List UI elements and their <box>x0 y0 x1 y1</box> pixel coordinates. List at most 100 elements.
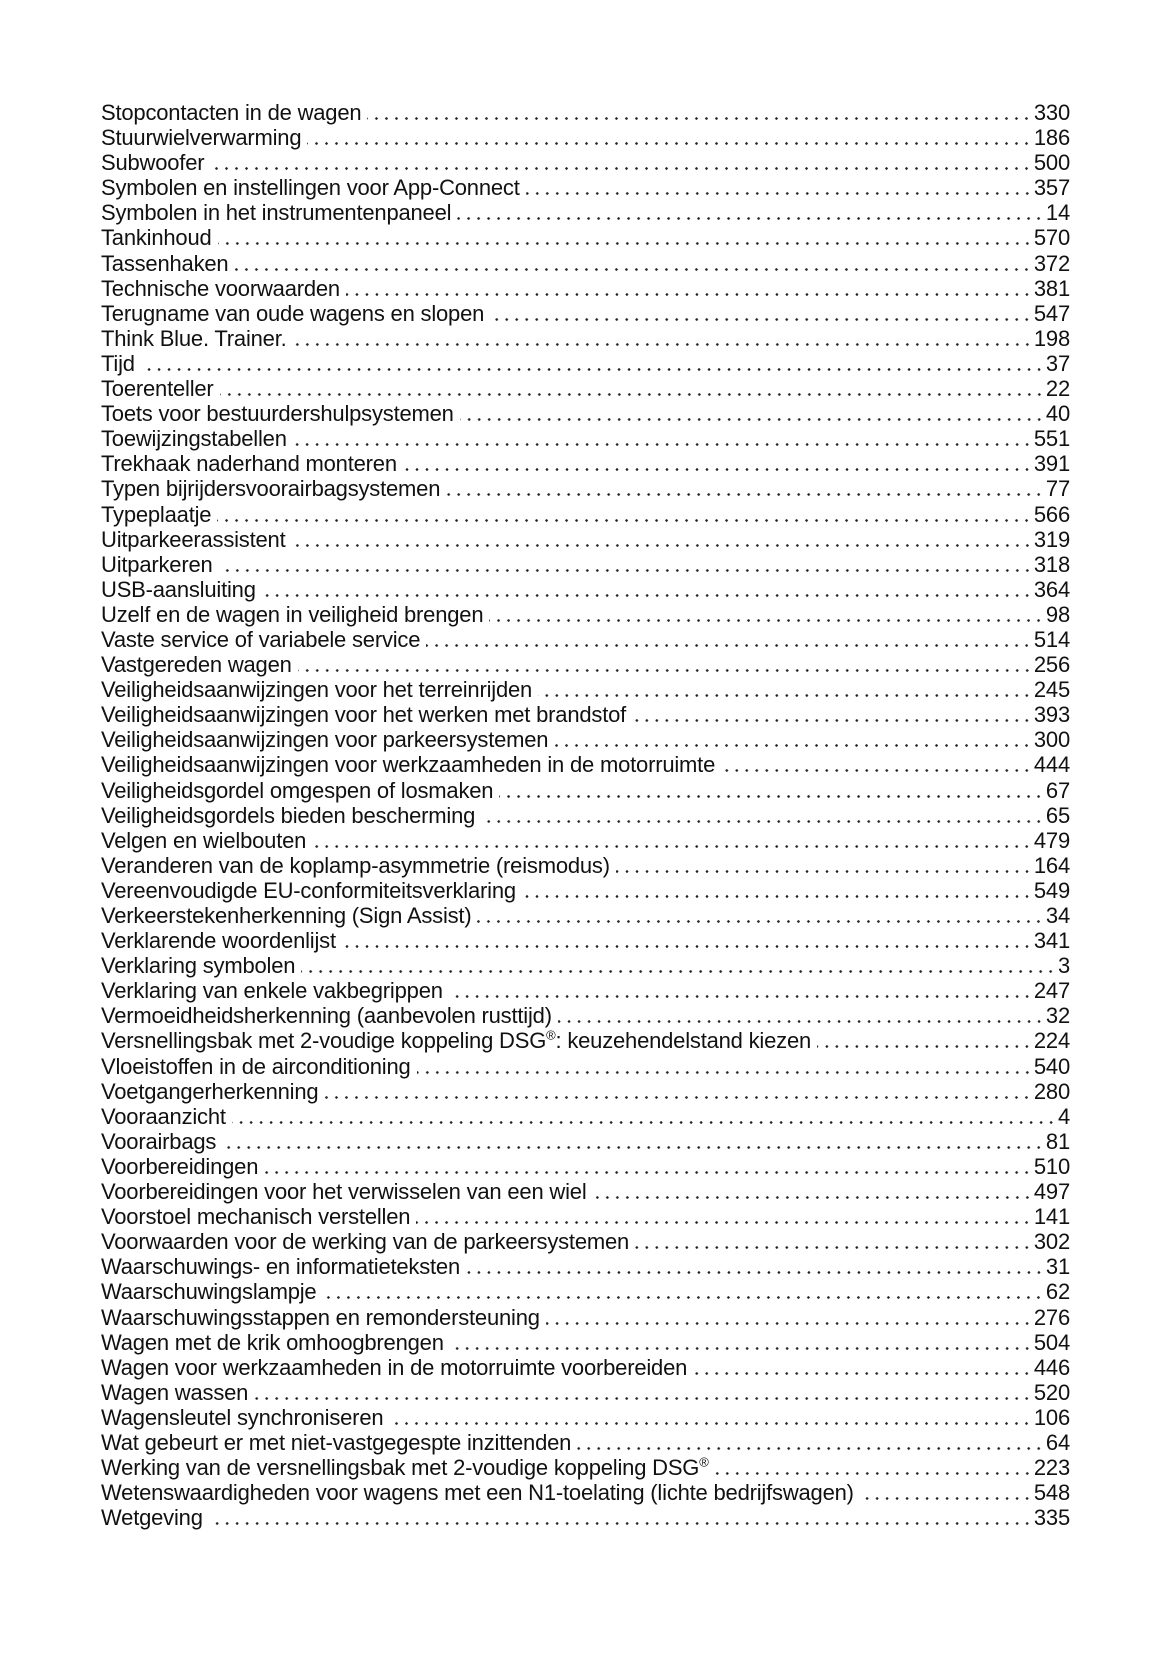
index-entry: Stopcontacten in de wagen 330 <box>101 100 1070 125</box>
index-entry: Voorbereidingen 510 <box>101 1154 1070 1179</box>
dot-leader <box>446 493 1044 497</box>
entry-title: Werking van de versnellingsbak met 2-vou… <box>101 1454 709 1481</box>
index-entry: Uitparkeren 318 <box>101 552 1070 577</box>
entry-title: Wagen voor werkzaamheden in de motorruim… <box>101 1354 688 1380</box>
index-entry: Tankinhoud 570 <box>101 225 1070 250</box>
dot-leader <box>466 1271 1044 1275</box>
dot-leader <box>222 1145 1044 1149</box>
index-list: Stopcontacten in de wagen 330 Stuurwielver… <box>101 100 1070 1530</box>
dot-leader <box>499 794 1044 798</box>
index-entry: Voorstoel mechanisch verstellen 141 <box>101 1204 1070 1229</box>
dot-leader <box>210 167 1032 171</box>
entry-page-number: 3 <box>1057 953 1070 979</box>
entry-page-number: 372 <box>1033 250 1070 276</box>
entry-page-number: 504 <box>1033 1329 1070 1355</box>
dot-leader <box>254 1396 1032 1400</box>
dot-leader <box>217 242 1032 246</box>
entry-page-number: 497 <box>1033 1179 1070 1205</box>
entry-title: Vaste service of variabele service <box>101 626 421 652</box>
index-entry: Wagen voor werkzaamheden in de motorruim… <box>101 1355 1070 1380</box>
entry-title: Stuurwielverwarming <box>101 125 302 151</box>
entry-page-number: 106 <box>1033 1404 1070 1430</box>
index-entry: Veiligheidsgordel omgespen of losmaken 67 <box>101 778 1070 803</box>
entry-page-number: 540 <box>1033 1053 1070 1079</box>
entry-title: Wetgeving <box>101 1505 203 1531</box>
entry-page-number: 77 <box>1045 476 1070 502</box>
entry-title: Symbolen in het instrumentenpaneel <box>101 200 452 226</box>
entry-title: Technische voorwaarden <box>101 275 340 301</box>
entry-page-number: 391 <box>1033 451 1070 477</box>
entry-page-number: 318 <box>1033 551 1070 577</box>
entry-title: Toets voor bestuurdershulpsystemen <box>101 401 454 427</box>
entry-title: Terugname van oude wagens en slopen <box>101 300 485 326</box>
entry-page-number: 548 <box>1033 1480 1070 1506</box>
entry-title: Uzelf en de wagen in veiligheid brengen <box>101 601 484 627</box>
entry-page-number: 164 <box>1033 852 1070 878</box>
index-entry: Stuurwielverwarming 186 <box>101 125 1070 150</box>
entry-page-number: 224 <box>1033 1028 1070 1054</box>
entry-page-number: 446 <box>1033 1354 1070 1380</box>
entry-title: Think Blue. Trainer. <box>101 325 287 351</box>
entry-page-number: 319 <box>1033 526 1070 552</box>
entry-page-number: 335 <box>1033 1505 1070 1531</box>
dot-leader <box>402 468 1032 472</box>
index-entry: Subwoofer 500 <box>101 150 1070 175</box>
index-entry: Toewijzingstabellen 551 <box>101 426 1070 451</box>
entry-page-number: 570 <box>1033 225 1070 251</box>
index-entry: Uitparkeerassistent 319 <box>101 527 1070 552</box>
entry-page-number: 4 <box>1057 1103 1070 1129</box>
dot-leader <box>859 1497 1032 1501</box>
entry-page-number: 330 <box>1033 100 1070 125</box>
entry-page-number: 247 <box>1033 978 1070 1004</box>
entry-page-number: 14 <box>1045 200 1070 226</box>
entry-title: Voorbereidingen <box>101 1153 259 1179</box>
index-entry: Verklaring symbolen 3 <box>101 953 1070 978</box>
dot-leader <box>545 1321 1032 1325</box>
entry-page-number: 444 <box>1033 752 1070 778</box>
index-entry: Verklarende woordenlijst 341 <box>101 928 1070 953</box>
entry-title: Voorairbags <box>101 1128 217 1154</box>
index-entry: Veiligheidsaanwijzingen voor parkeersyst… <box>101 727 1070 752</box>
entry-title: Veiligheidsaanwijzingen voor werkzaamhed… <box>101 752 716 778</box>
index-entry: Tijd 37 <box>101 351 1070 376</box>
index-entry: Symbolen in het instrumentenpaneel 14 <box>101 200 1070 225</box>
entry-page-number: 364 <box>1033 576 1070 602</box>
entry-page-number: 64 <box>1045 1429 1070 1455</box>
entry-page-number: 141 <box>1033 1204 1070 1230</box>
dot-leader <box>525 192 1032 196</box>
entry-title: Typen bijrijdersvoorairbagsystemen <box>101 476 441 502</box>
dot-leader <box>291 543 1032 547</box>
dot-leader <box>312 844 1032 848</box>
dot-leader <box>577 1446 1044 1450</box>
index-entry: Voorwaarden voor de werking van de parke… <box>101 1229 1070 1254</box>
entry-title: Tassenhaken <box>101 250 229 276</box>
entry-title: Vloeistoffen in de airconditioning <box>101 1053 411 1079</box>
index-entry: Typeplaatje 566 <box>101 502 1070 527</box>
entry-page-number: 98 <box>1045 601 1070 627</box>
index-entry: Voetgangerherkenning 280 <box>101 1079 1070 1104</box>
dot-leader <box>324 1095 1032 1099</box>
dot-leader <box>490 317 1032 321</box>
entry-title: Tankinhoud <box>101 225 212 251</box>
entry-title: Wagensleutel synchroniseren <box>101 1404 384 1430</box>
index-entry: Terugname van oude wagens en slopen 547 <box>101 301 1070 326</box>
dot-leader <box>714 1472 1032 1476</box>
entry-page-number: 357 <box>1033 175 1070 201</box>
dot-leader <box>632 719 1032 723</box>
entry-page-number: 32 <box>1045 1003 1070 1029</box>
dot-leader <box>140 367 1044 371</box>
dot-leader <box>292 443 1032 447</box>
entry-title: Toewijzingstabellen <box>101 426 287 452</box>
dot-leader <box>721 769 1032 773</box>
entry-page-number: 245 <box>1033 677 1070 703</box>
entry-title: Waarschuwings- en informatieteksten <box>101 1254 461 1280</box>
index-entry: Versnellingsbak met 2-voudige koppeling … <box>101 1028 1070 1053</box>
entry-title: Verklarende woordenlijst <box>101 928 336 954</box>
entry-page-number: 549 <box>1033 877 1070 903</box>
index-entry: Wagensleutel synchroniseren 106 <box>101 1405 1070 1430</box>
dot-leader <box>297 669 1032 673</box>
entry-title: Uitparkeerassistent <box>101 526 286 552</box>
index-entry: Toets voor bestuurdershulpsystemen 40 <box>101 401 1070 426</box>
dot-leader <box>449 1346 1032 1350</box>
index-entry: Waarschuwings- en informatieteksten 31 <box>101 1254 1070 1279</box>
